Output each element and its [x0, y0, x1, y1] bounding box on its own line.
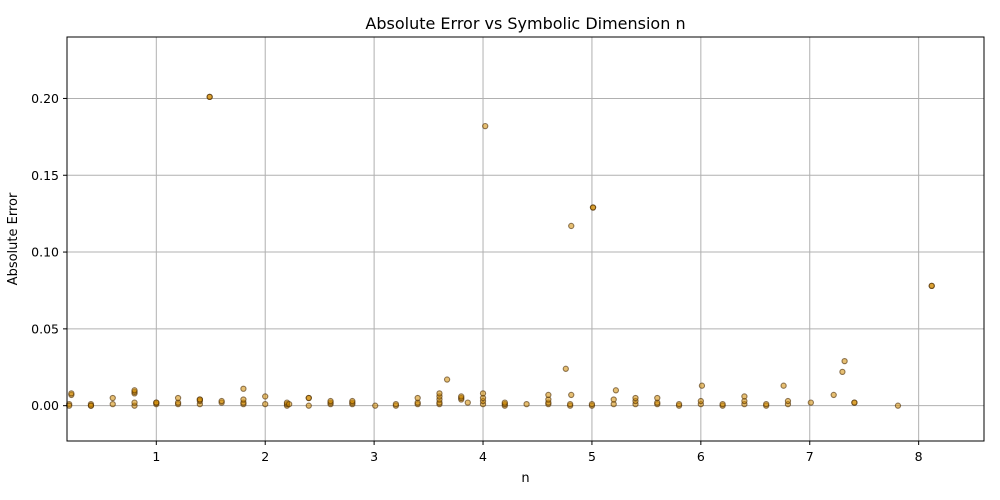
data-point	[482, 122, 489, 130]
data-point	[894, 402, 902, 409]
data-point	[501, 399, 508, 406]
data-point	[568, 222, 575, 230]
data-point	[443, 376, 451, 383]
x-tick-label: 2	[261, 449, 269, 464]
data-point	[218, 397, 225, 405]
data-point	[372, 402, 379, 409]
y-tick-label: 0.00	[31, 398, 59, 413]
data-point	[807, 399, 814, 406]
data-point	[458, 393, 465, 400]
x-tick-label: 3	[370, 449, 378, 464]
y-tick-label: 0.05	[31, 321, 59, 336]
data-point	[784, 397, 792, 405]
data-point	[109, 394, 116, 402]
data-point	[610, 396, 617, 403]
data-point	[568, 391, 575, 399]
x-axis-ticks: 1 2 3 4 5 6 7 8	[152, 441, 923, 464]
data-point	[567, 400, 574, 408]
data-point	[841, 357, 848, 365]
data-point	[414, 394, 421, 402]
data-point	[851, 399, 858, 406]
y-tick-label: 0.20	[31, 91, 59, 106]
data-point	[240, 396, 247, 403]
x-tick-label: 1	[152, 449, 160, 464]
x-axis-label: n	[521, 471, 529, 486]
data-point	[523, 400, 530, 408]
data-point	[174, 394, 182, 402]
data-point	[131, 399, 138, 406]
data-point	[196, 396, 204, 403]
data-point	[68, 390, 75, 397]
data-point	[286, 400, 293, 408]
data-point	[612, 387, 620, 394]
data-point	[588, 400, 596, 408]
data-point	[928, 282, 935, 290]
grid-lines	[67, 37, 984, 441]
chart-title: Absolute Error vs Symbolic Dimension n	[365, 14, 685, 33]
data-point	[464, 399, 471, 406]
data-point	[436, 390, 443, 397]
data-point	[305, 402, 312, 409]
data-points	[66, 93, 935, 409]
x-tick-label: 6	[697, 449, 705, 464]
data-point	[153, 399, 160, 406]
x-tick-label: 5	[588, 449, 596, 464]
data-point	[87, 402, 95, 409]
data-point	[589, 204, 597, 211]
data-point	[697, 397, 704, 405]
data-point	[763, 400, 770, 408]
data-point	[305, 394, 312, 402]
plot-frame	[66, 36, 985, 442]
x-tick-label: 8	[915, 449, 923, 464]
data-point	[479, 390, 487, 397]
data-point	[830, 391, 837, 399]
data-point	[839, 368, 846, 376]
data-point	[262, 400, 269, 408]
data-point	[131, 387, 138, 394]
data-point	[675, 400, 683, 408]
data-point	[206, 93, 213, 101]
data-point	[741, 393, 748, 400]
data-point	[545, 391, 552, 399]
data-point	[392, 400, 400, 408]
x-tick-label: 4	[479, 449, 487, 464]
data-point	[562, 365, 569, 372]
data-point	[632, 394, 639, 402]
data-point	[109, 400, 116, 408]
data-point	[262, 393, 269, 400]
y-axis-label: Absolute Error	[6, 192, 21, 285]
data-point	[698, 382, 706, 389]
data-point	[349, 397, 356, 405]
data-point	[719, 400, 726, 408]
y-tick-label: 0.15	[31, 168, 59, 183]
y-tick-label: 0.10	[31, 245, 59, 260]
y-axis-ticks: 0.00 0.05 0.10 0.15 0.20	[31, 91, 67, 413]
data-point	[240, 385, 247, 392]
data-point	[780, 382, 787, 389]
data-point	[654, 394, 661, 402]
x-tick-label: 7	[806, 449, 814, 464]
data-point	[327, 397, 334, 405]
